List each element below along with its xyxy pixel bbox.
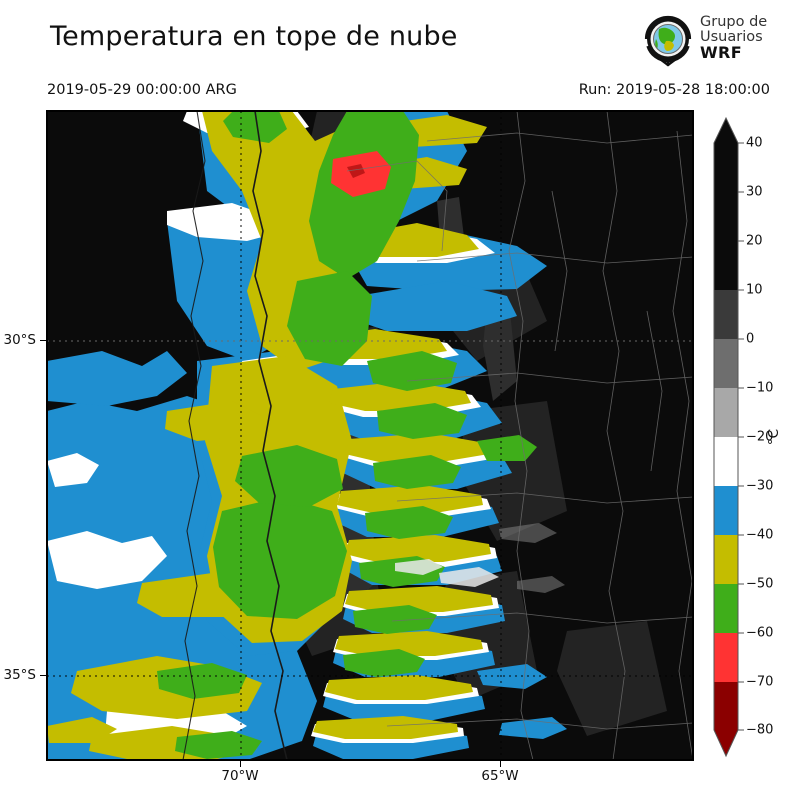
- logo-text: Grupo de Usuarios WRF: [700, 14, 768, 63]
- colorbar-extend-bottom: [714, 730, 738, 756]
- logo: Grupo de Usuarios WRF: [640, 13, 795, 75]
- colorbar-tick-40: 40: [746, 135, 763, 151]
- colorbar-tick-30: 30: [746, 184, 763, 200]
- colorbar-tick-neg60: −60: [746, 625, 774, 641]
- colorbar-tick-0: 0: [746, 331, 755, 347]
- lon-tick-70w: [240, 761, 241, 767]
- colorbar-tick-neg80: −80: [746, 722, 774, 738]
- cloud-top-temperature-field: [47, 111, 693, 760]
- logo-line-3: WRF: [700, 43, 743, 63]
- lat-tick-30s: [40, 340, 46, 341]
- colorbar-tick-neg70: −70: [746, 674, 774, 690]
- map-canvas: [46, 110, 694, 761]
- lon-label-65w: 65°W: [481, 768, 519, 784]
- logo-line-2: Usuarios: [700, 29, 763, 46]
- valid-time-label: 2019-05-29 00:00:00 ARG: [47, 82, 237, 98]
- colorbar-tick-neg20: −20: [746, 429, 774, 445]
- colorbar-tick-20: 20: [746, 233, 763, 249]
- colorbar-tick-neg40: −40: [746, 527, 774, 543]
- colorbar-tick-neg30: −30: [746, 478, 774, 494]
- lat-label-30s: 30°S: [3, 332, 37, 348]
- lon-label-70w: 70°W: [221, 768, 259, 784]
- run-time-label: Run: 2019-05-28 18:00:00: [578, 82, 770, 98]
- colorbar-tick-10: 10: [746, 282, 763, 298]
- colorbar-tick-neg50: −50: [746, 576, 774, 592]
- logo-line-1: Grupo de: [700, 14, 768, 30]
- lon-tick-65w: [500, 761, 501, 767]
- colorbar: 40 30 20 10 0 −10 −20 −30 −40 −50 −60 −7…: [706, 112, 796, 762]
- colorbar-tick-neg10: −10: [746, 380, 774, 396]
- colorbar-axis-title: °C: [766, 428, 782, 446]
- colorbar-gradient: [713, 116, 744, 758]
- lat-label-35s: 35°S: [3, 667, 37, 683]
- page-title: Temperatura en tope de nube: [50, 21, 458, 52]
- globe-emblem-icon: [644, 15, 692, 67]
- colorbar-extend-top: [714, 118, 738, 143]
- lat-tick-35s: [40, 675, 46, 676]
